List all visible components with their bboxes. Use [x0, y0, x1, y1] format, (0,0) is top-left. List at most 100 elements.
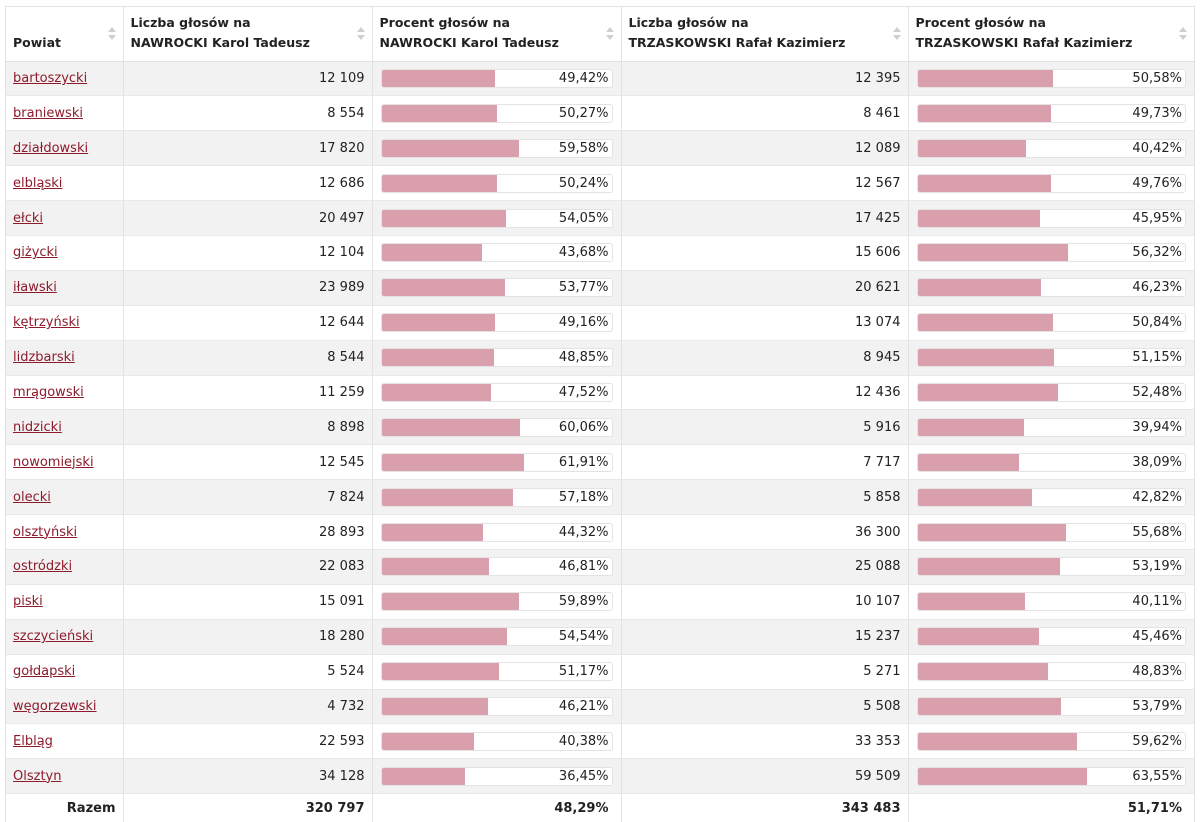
powiat-link[interactable]: elbląski: [13, 175, 63, 191]
powiat-cell: bartoszycki: [6, 61, 124, 97]
nawrocki-votes-cell: 4 732: [123, 689, 373, 725]
sort-icon[interactable]: [605, 27, 614, 41]
percent-bar-fill: [917, 383, 1058, 401]
percent-bar-fill: [917, 69, 1053, 87]
powiat-link[interactable]: piski: [13, 594, 43, 610]
trzaskowski-percent-cell: 55,68%: [908, 514, 1194, 550]
powiat-link[interactable]: szczycieński: [13, 629, 94, 645]
sort-icon[interactable]: [892, 27, 901, 41]
trzaskowski-votes-cell: 12 436: [621, 375, 909, 411]
column-header-nawrocki-percent[interactable]: Procent głosów na NAWROCKI Karol Tadeusz: [372, 7, 622, 62]
powiat-link[interactable]: nidzicki: [13, 419, 62, 435]
column-header-label: Powiat: [13, 34, 61, 50]
powiat-cell: iławski: [6, 270, 124, 306]
percent-bar-fill: [917, 628, 1040, 646]
percent-bar-fill: [381, 732, 475, 750]
percent-bar-fill: [381, 104, 498, 122]
sort-icon[interactable]: [1179, 27, 1187, 41]
percent-bar-fill: [381, 558, 490, 576]
powiat-link[interactable]: działdowski: [13, 140, 89, 156]
trzaskowski-votes-cell: 5 916: [621, 409, 909, 446]
trzaskowski-votes-cell: 5 508: [621, 689, 909, 725]
powiat-cell: działdowski: [6, 130, 124, 167]
percent-value: 46,81%: [558, 559, 609, 575]
column-header-powiat[interactable]: Powiat: [6, 7, 124, 62]
percent-bar: 51,17%: [380, 662, 613, 682]
powiat-link[interactable]: gołdapski: [13, 664, 76, 680]
table-row: ełcki 20 497 54,05% 17 425 45,95%: [6, 200, 1194, 236]
nawrocki-percent-cell: 46,81%: [372, 549, 622, 585]
percent-bar: 50,58%: [916, 68, 1186, 88]
powiat-link[interactable]: braniewski: [13, 105, 83, 121]
column-header-label: Procent głosów na: [379, 14, 510, 30]
powiat-link[interactable]: Olsztyn: [13, 768, 62, 784]
percent-bar: 59,58%: [380, 138, 613, 158]
nawrocki-votes-cell: 12 545: [123, 444, 373, 481]
nawrocki-votes-cell: 8 544: [123, 340, 373, 376]
percent-bar: 43,68%: [380, 243, 613, 263]
powiat-cell: Olsztyn: [6, 758, 124, 795]
column-header-nawrocki-votes[interactable]: Liczba głosów na NAWROCKI Karol Tadeusz: [123, 7, 373, 62]
percent-bar: 44,32%: [380, 522, 613, 542]
table-row: giżycki 12 104 43,68% 15 606 56,32%: [6, 235, 1194, 271]
percent-bar: 57,18%: [380, 487, 613, 507]
powiat-link[interactable]: węgorzewski: [13, 698, 97, 714]
nawrocki-percent-cell: 50,27%: [372, 95, 622, 132]
table-row: mrągowski 11 259 47,52% 12 436 52,48%: [6, 375, 1194, 411]
percent-value: 48,83%: [1132, 664, 1182, 680]
nawrocki-percent-cell: 49,42%: [372, 61, 622, 97]
percent-bar: 50,84%: [916, 313, 1186, 333]
powiat-link[interactable]: nowomiejski: [13, 454, 94, 470]
percent-value: 50,84%: [1132, 315, 1182, 331]
nawrocki-percent-cell: 43,68%: [372, 235, 622, 271]
column-header-label: Liczba głosów na: [628, 14, 749, 30]
trzaskowski-votes-cell: 12 089: [621, 130, 909, 167]
percent-value: 49,16%: [558, 315, 609, 331]
trzaskowski-votes-cell: 8 461: [621, 95, 909, 132]
powiat-link[interactable]: lidzbarski: [13, 350, 75, 366]
powiat-cell: ostródzki: [6, 549, 124, 585]
powiat-link[interactable]: Elbląg: [13, 733, 53, 749]
table-row: szczycieński 18 280 54,54% 15 237 45,46%: [6, 619, 1194, 655]
powiat-link[interactable]: ostródzki: [13, 559, 73, 575]
percent-value: 45,95%: [1132, 210, 1182, 226]
nawrocki-votes-cell: 20 497: [123, 200, 373, 236]
percent-bar-fill: [917, 174, 1051, 192]
nawrocki-votes-cell: 11 259: [123, 375, 373, 411]
powiat-link[interactable]: ełcki: [13, 210, 43, 226]
powiat-link[interactable]: mrągowski: [13, 384, 84, 400]
percent-value: 51,15%: [1132, 350, 1182, 366]
powiat-link[interactable]: olsztyński: [13, 524, 78, 540]
trzaskowski-votes-cell: 15 237: [621, 619, 909, 655]
column-header-trzaskowski-percent[interactable]: Procent głosów na TRZASKOWSKI Rafał Kazi…: [908, 7, 1194, 62]
percent-value: 52,48%: [1132, 384, 1182, 400]
percent-bar-fill: [917, 593, 1025, 611]
percent-bar: 51,15%: [916, 348, 1186, 368]
powiat-cell: lidzbarski: [6, 340, 124, 376]
percent-bar: 56,32%: [916, 243, 1186, 263]
percent-value: 40,42%: [1132, 140, 1182, 156]
percent-bar-fill: [917, 663, 1049, 681]
percent-bar: 40,38%: [380, 731, 613, 751]
column-header-trzaskowski-votes[interactable]: Liczba głosów na TRZASKOWSKI Rafał Kazim…: [621, 7, 909, 62]
nawrocki-votes-cell: 22 083: [123, 549, 373, 585]
powiat-link[interactable]: giżycki: [13, 245, 58, 261]
table-row: nowomiejski 12 545 61,91% 7 717 38,09%: [6, 444, 1194, 481]
header-row: Powiat Liczba głosów na NAWROCKI Karol T…: [6, 7, 1194, 62]
sort-icon[interactable]: [356, 27, 365, 41]
percent-bar-fill: [917, 453, 1020, 471]
percent-value: 38,09%: [1132, 454, 1182, 470]
powiat-link[interactable]: bartoszycki: [13, 70, 88, 86]
powiat-link[interactable]: iławski: [13, 280, 57, 296]
percent-bar-fill: [917, 244, 1069, 262]
nawrocki-votes-cell: 7 824: [123, 479, 373, 516]
sort-icon[interactable]: [107, 27, 116, 41]
percent-value: 53,19%: [1132, 559, 1182, 575]
powiat-cell: Elbląg: [6, 723, 124, 760]
total-trzaskowski-percent: 51,71%: [908, 793, 1194, 822]
powiat-link[interactable]: olecki: [13, 489, 51, 505]
percent-bar: 49,16%: [380, 313, 613, 333]
percent-value: 50,27%: [558, 105, 609, 121]
percent-value: 45,46%: [1132, 629, 1182, 645]
powiat-link[interactable]: kętrzyński: [13, 315, 80, 331]
